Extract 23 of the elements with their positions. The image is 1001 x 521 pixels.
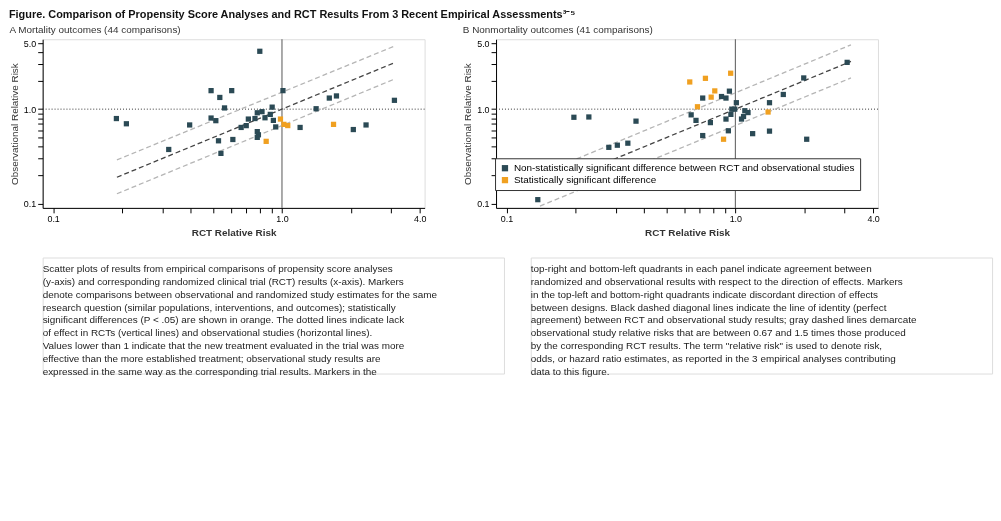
y-tick-label: 0.1 [477,199,490,210]
y-tick-label: 5.0 [477,38,490,49]
y-tick-label: 1.0 [477,104,490,115]
x-axis-title: RCT Relative Risk [645,227,731,239]
x-tick-label: 1.0 [729,214,743,225]
legend-label: Non-statistically significant difference between RCT and observational studies [513,162,855,174]
x-axis-title: RCT Relative Risk [191,227,277,239]
text: Figure. Comparison of Propensity Score Analyses and RCT Results From 3 Recent Empirical Assessments³⁻⁵ [8,8,576,21]
x-tick-label: 4.0 [867,214,880,225]
text: Scatter plots of results from empirical comparisons of propensity score analyses (y-axis) and corresponding randomized clinical trial (RCT) results (x-axis). Markers denote comparisons between observational and randomized study estimates for the same research question (similar populations, interventions, and outcomes); statistically significant differences (P < .05) are shown in orange. The dotted lines indicate lack of effect in RCTs (vertical lines) and observational studies (horizontal lines). Values lower than 1 indicate that the new treatment evaluated in the trial was more effective than the more established treatment; observational study results are expressed in the same way as the corresponding trial results. Markers in the [42,262,437,378]
x-tick-label: 4.0 [414,214,427,225]
x-tick-label: 0.1 [47,214,60,225]
chart-title: A Mortality outcomes (44 comparisons) [9,23,181,35]
chart-title: B Nonmortality outcomes (41 comparisons) [462,23,653,35]
y-tick-label: 0.1 [23,199,37,210]
y-tick-label: 1.0 [23,104,37,115]
y-axis-title: Observational Relative Risk [8,63,20,185]
legend-label: Statistically significant difference [513,174,657,186]
x-tick-label: 1.0 [276,214,289,225]
text: top-right and bottom-left quadrants in each panel indicate agreement between randomized and observational results with respect to the direction of effects. Markers in the top-left and bottom-right quadrants indicate discordant direction of effects between designs. Black dashed diagonal lines indicate the line of identity (perfect agreement) between RCT and observational study results; gray dashed lines demarcate observational study relative risks that are between 0.67 and 1.5 times those produced by the corresponding RCT results. The term "relative risk" is used to denote risk, odds, or hazard ratio estimates, as reported in the 3 empirical analyses contributing data to this figure. [530,262,917,378]
y-tick-label: 5.0 [23,38,37,49]
x-tick-label: 0.1 [500,214,514,225]
y-axis-title: Observational Relative Risk [462,63,474,185]
